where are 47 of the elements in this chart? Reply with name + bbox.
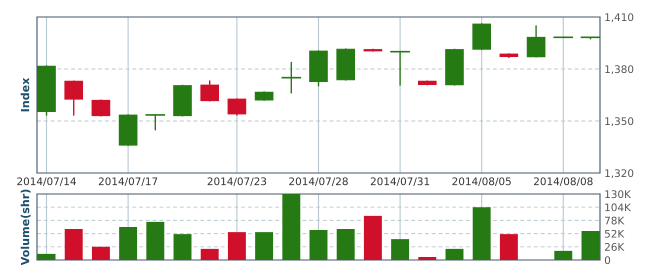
bar [38,254,56,260]
bar [554,250,572,260]
x-tick-label: 2014/08/08 [534,177,593,186]
y-tick-label: 1,350 [605,117,634,126]
bar [92,246,110,260]
y-tick-label: 1,410 [605,13,634,22]
bar [336,229,355,260]
candlestick [200,80,220,102]
bar [146,222,164,260]
y-tick-label: 130K [605,190,632,198]
bar [582,231,600,260]
bar [228,232,246,260]
candlestick [64,80,84,116]
bar [418,256,436,260]
bar [200,248,219,260]
bar [364,216,382,260]
y-axis-title: Volume(shr) [20,190,31,266]
x-tick-label: 2014/07/14 [17,177,76,186]
bar [255,232,274,260]
bar [64,229,83,260]
candlestick [281,62,302,94]
x-tick-label: 2014/07/23 [208,177,266,186]
y-tick-label: 1,380 [605,65,634,74]
candlestick [526,25,546,58]
bar [174,234,192,260]
bar [119,227,138,260]
bar [472,207,491,260]
candlestick [146,114,166,130]
x-tick-label: 2014/07/31 [370,177,430,186]
bar [500,234,518,260]
y-axis-title: Index [20,78,30,112]
y-tick-label: 104K [605,203,632,212]
y-tick-label: 1,320 [605,169,634,178]
y-tick-label: 52K [604,230,624,238]
y-tick-label: 78K [605,216,624,225]
bar [310,230,328,260]
bar [282,194,300,260]
x-tick-label: 2014/08/05 [452,177,511,186]
x-tick-label: 2014/07/17 [98,177,158,186]
bar [391,239,410,260]
candlestick [92,100,110,116]
y-tick-label: 26K [604,243,624,251]
x-tick-label: 2014/07/28 [289,177,348,186]
y-tick-label: 0 [604,256,610,264]
candlestick [390,50,410,86]
candlestick [228,98,246,116]
bar [446,248,464,260]
